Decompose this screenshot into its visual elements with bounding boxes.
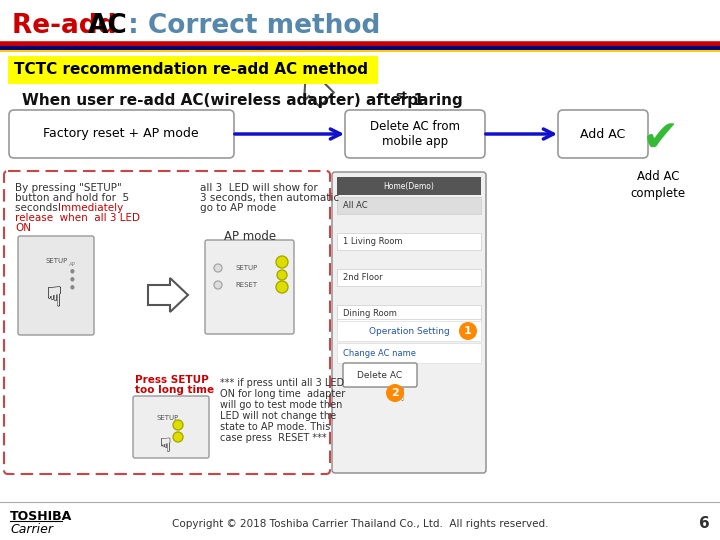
- Circle shape: [276, 281, 288, 293]
- Text: Home(Demo): Home(Demo): [384, 181, 434, 191]
- Text: Press SETUP: Press SETUP: [135, 375, 209, 385]
- Text: Re-add: Re-add: [12, 13, 126, 39]
- FancyBboxPatch shape: [205, 240, 294, 334]
- Text: AC: AC: [88, 13, 127, 39]
- Text: SETUP: SETUP: [235, 265, 257, 271]
- Text: When user re-add AC(wireless adapter) after 1: When user re-add AC(wireless adapter) af…: [22, 92, 424, 107]
- Text: Change AC name: Change AC name: [343, 348, 416, 357]
- Text: RESET: RESET: [235, 282, 257, 288]
- Text: all 3  LED will show for: all 3 LED will show for: [200, 183, 318, 193]
- Text: too long time: too long time: [135, 385, 214, 395]
- Text: seconds.: seconds.: [15, 203, 64, 213]
- Text: 2nd Floor: 2nd Floor: [343, 273, 382, 282]
- Bar: [337, 269, 481, 286]
- Bar: [337, 321, 481, 341]
- Text: ON for long time  adapter: ON for long time adapter: [220, 389, 346, 399]
- Text: Dining Room: Dining Room: [343, 309, 397, 318]
- Text: ●: ●: [70, 268, 74, 273]
- Text: AP mode: AP mode: [224, 230, 276, 243]
- Text: ☞: ☞: [36, 285, 64, 310]
- FancyBboxPatch shape: [18, 236, 94, 335]
- Circle shape: [173, 432, 183, 442]
- Bar: [337, 233, 481, 250]
- Text: Factory reset + AP mode: Factory reset + AP mode: [43, 127, 199, 140]
- Text: SETUP: SETUP: [157, 415, 179, 421]
- FancyBboxPatch shape: [9, 110, 234, 158]
- Circle shape: [277, 270, 287, 280]
- Text: : Correct method: : Correct method: [119, 13, 380, 39]
- Text: *** if press until all 3 LED: *** if press until all 3 LED: [220, 378, 344, 388]
- Bar: [337, 177, 481, 195]
- Text: Delete AC from: Delete AC from: [370, 120, 460, 133]
- Bar: [337, 343, 481, 363]
- Text: release  when  all 3 LED: release when all 3 LED: [15, 213, 140, 223]
- Circle shape: [214, 264, 222, 272]
- Text: Carrier: Carrier: [10, 523, 53, 536]
- Text: ●: ●: [70, 276, 74, 281]
- Text: AP: AP: [68, 262, 76, 267]
- Text: ●: ●: [70, 284, 74, 289]
- Text: state to AP mode. This: state to AP mode. This: [220, 422, 330, 432]
- FancyBboxPatch shape: [345, 110, 485, 158]
- Text: 1: 1: [464, 326, 472, 336]
- FancyBboxPatch shape: [8, 56, 378, 84]
- Circle shape: [214, 281, 222, 289]
- FancyBboxPatch shape: [558, 110, 648, 158]
- FancyBboxPatch shape: [133, 396, 209, 458]
- Bar: [337, 197, 481, 214]
- Bar: [337, 305, 481, 322]
- Circle shape: [386, 384, 404, 402]
- Text: 3 seconds, then automatic: 3 seconds, then automatic: [200, 193, 339, 203]
- Text: ON: ON: [15, 223, 31, 233]
- Text: go to AP mode: go to AP mode: [200, 203, 276, 213]
- Text: case press  RESET ***: case press RESET ***: [220, 433, 327, 443]
- Text: All AC: All AC: [343, 201, 368, 210]
- Circle shape: [276, 256, 288, 268]
- Text: 2: 2: [391, 388, 399, 398]
- Text: SETUP: SETUP: [46, 258, 68, 264]
- Text: button and hold for  5: button and hold for 5: [15, 193, 129, 203]
- FancyBboxPatch shape: [332, 172, 486, 473]
- Text: 1 Living Room: 1 Living Room: [343, 237, 402, 246]
- Text: Add AC: Add AC: [580, 127, 626, 140]
- Text: ✔: ✔: [642, 117, 679, 160]
- Text: Delete AC: Delete AC: [357, 370, 402, 380]
- Text: TOSHIBA: TOSHIBA: [10, 510, 72, 523]
- FancyBboxPatch shape: [343, 363, 417, 387]
- Text: 6: 6: [699, 516, 710, 531]
- Text: ☟: ☟: [395, 387, 405, 405]
- Circle shape: [459, 322, 477, 340]
- Text: Copyright © 2018 Toshiba Carrier Thailand Co., Ltd.  All rights reserved.: Copyright © 2018 Toshiba Carrier Thailan…: [172, 519, 548, 529]
- Circle shape: [173, 420, 183, 430]
- Text: By pressing "SETUP": By pressing "SETUP": [15, 183, 122, 193]
- Text: TCTC recommendation re-add AC method: TCTC recommendation re-add AC method: [14, 63, 368, 78]
- Text: mobile app: mobile app: [382, 134, 448, 147]
- Text: st: st: [395, 91, 407, 101]
- Text: LED will not change the: LED will not change the: [220, 411, 336, 421]
- Text: Operation Setting: Operation Setting: [369, 327, 449, 335]
- Text: Immediately: Immediately: [58, 203, 123, 213]
- Text: paring: paring: [402, 92, 463, 107]
- Text: ☞: ☞: [153, 435, 171, 453]
- Text: Add AC
complete: Add AC complete: [631, 170, 685, 200]
- Polygon shape: [304, 77, 334, 106]
- Polygon shape: [148, 278, 188, 312]
- Text: will go to test mode then: will go to test mode then: [220, 400, 343, 410]
